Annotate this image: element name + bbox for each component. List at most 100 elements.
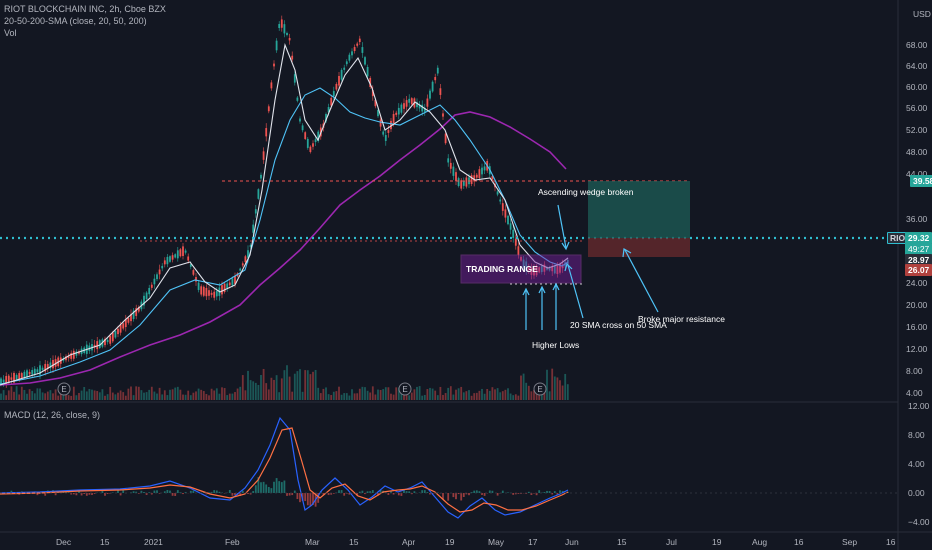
candle-body [340, 69, 343, 80]
macd-legend[interactable]: MACD (12, 26, close, 9) [4, 410, 101, 420]
macd-histogram-bar [254, 485, 257, 493]
volume-bar [208, 395, 210, 400]
candle-body [306, 138, 309, 148]
candle-body [158, 269, 161, 275]
candle-body [197, 282, 200, 290]
volume-bar [176, 386, 179, 400]
candle-body [252, 224, 255, 233]
earnings-marker[interactable]: E [533, 382, 547, 396]
volume-bar [512, 395, 515, 400]
candle-body [408, 98, 411, 103]
price-tick-label: 12.00 [906, 344, 928, 354]
candle-body [400, 104, 403, 113]
macd-histogram-bar [273, 481, 275, 493]
volume-bar [26, 393, 28, 400]
volume-bar [192, 392, 195, 400]
macd-histogram-bar [556, 493, 559, 496]
earnings-marker[interactable]: E [57, 382, 71, 396]
volume-bar [275, 375, 278, 400]
candle-body [369, 78, 372, 87]
volume-bar [179, 389, 182, 400]
volume-bar [522, 373, 525, 400]
volume-bar [291, 391, 294, 400]
candle-body [527, 267, 530, 271]
candle-body [304, 132, 307, 139]
macd-histogram-bar [501, 490, 504, 493]
target-zone[interactable] [588, 181, 690, 238]
macd-histogram-bar [426, 492, 429, 493]
volume-bar [306, 370, 309, 400]
candle-body [366, 67, 369, 77]
macd-histogram-bar [543, 492, 546, 493]
volume-bar [400, 390, 403, 400]
candle-body [189, 264, 192, 267]
candle-body [361, 47, 364, 53]
macd-histogram-bar [460, 493, 463, 501]
volume-bar [317, 387, 320, 400]
candle-body [124, 319, 127, 328]
candle-body [54, 359, 57, 367]
candle-body [215, 290, 218, 297]
candle-body [436, 67, 439, 74]
volume-bar [75, 395, 78, 400]
macd-histogram-bar [182, 493, 184, 495]
volume-bar [13, 391, 15, 400]
macd-histogram-bar [535, 493, 538, 496]
stop-zone[interactable] [588, 238, 690, 257]
macd-histogram-bar [137, 493, 140, 494]
candle-body [228, 282, 231, 286]
candle-body [249, 244, 252, 248]
candle-body [109, 335, 112, 344]
macd-histogram-bar [364, 493, 366, 495]
volume-bar [166, 395, 169, 400]
volume-bar [517, 395, 520, 400]
candle-body [538, 267, 541, 273]
candle-body [41, 367, 44, 370]
macd-histogram-bar [122, 490, 125, 493]
volume-bar [262, 368, 265, 400]
volume-bar [296, 371, 299, 400]
macd-histogram-bar [234, 493, 236, 496]
volume-bar [252, 381, 255, 400]
candle-body [18, 373, 21, 380]
macd-histogram-bar [104, 493, 106, 496]
candle-body [496, 191, 499, 195]
sma-legend[interactable]: 20-50-200-SMA (close, 20, 50, 200) [4, 16, 147, 26]
macd-histogram-bar [93, 493, 96, 494]
sma200-line [0, 111, 567, 386]
currency-label: USD [913, 9, 931, 19]
earnings-marker[interactable]: E [398, 382, 412, 396]
macd-histogram-bar [231, 493, 234, 496]
macd-histogram-bar [239, 493, 242, 496]
volume-bar [189, 395, 192, 400]
volume-legend[interactable]: Vol [4, 28, 17, 38]
candle-body [533, 267, 535, 276]
candle-body [234, 276, 236, 284]
macd-histogram-bar [332, 493, 335, 494]
macd-histogram-bar [280, 482, 283, 493]
candle-body [122, 323, 125, 329]
candle-body [96, 341, 99, 350]
volume-bar [293, 373, 296, 400]
candle-body [317, 131, 320, 142]
volume-bar [431, 388, 434, 400]
volume-bar [494, 389, 496, 400]
macd-histogram-bar [184, 491, 187, 493]
macd-histogram-bar [158, 493, 161, 494]
volume-bar [384, 387, 387, 400]
macd-histogram-bar [520, 493, 522, 494]
volume-bar [260, 374, 262, 400]
volume-bar [221, 387, 223, 400]
macd-histogram-bar [390, 491, 392, 493]
volume-bar [322, 388, 325, 400]
time-tick-label: 19 [712, 537, 722, 547]
macd-histogram-bar [525, 493, 528, 494]
trading-range-box[interactable] [460, 254, 582, 284]
volume-bar [236, 388, 239, 400]
volume-bar [556, 377, 559, 400]
macd-histogram-bar [215, 490, 218, 493]
candle-body [192, 270, 195, 275]
time-tick-label: Aug [752, 537, 768, 547]
macd-histogram-bar [468, 493, 470, 496]
